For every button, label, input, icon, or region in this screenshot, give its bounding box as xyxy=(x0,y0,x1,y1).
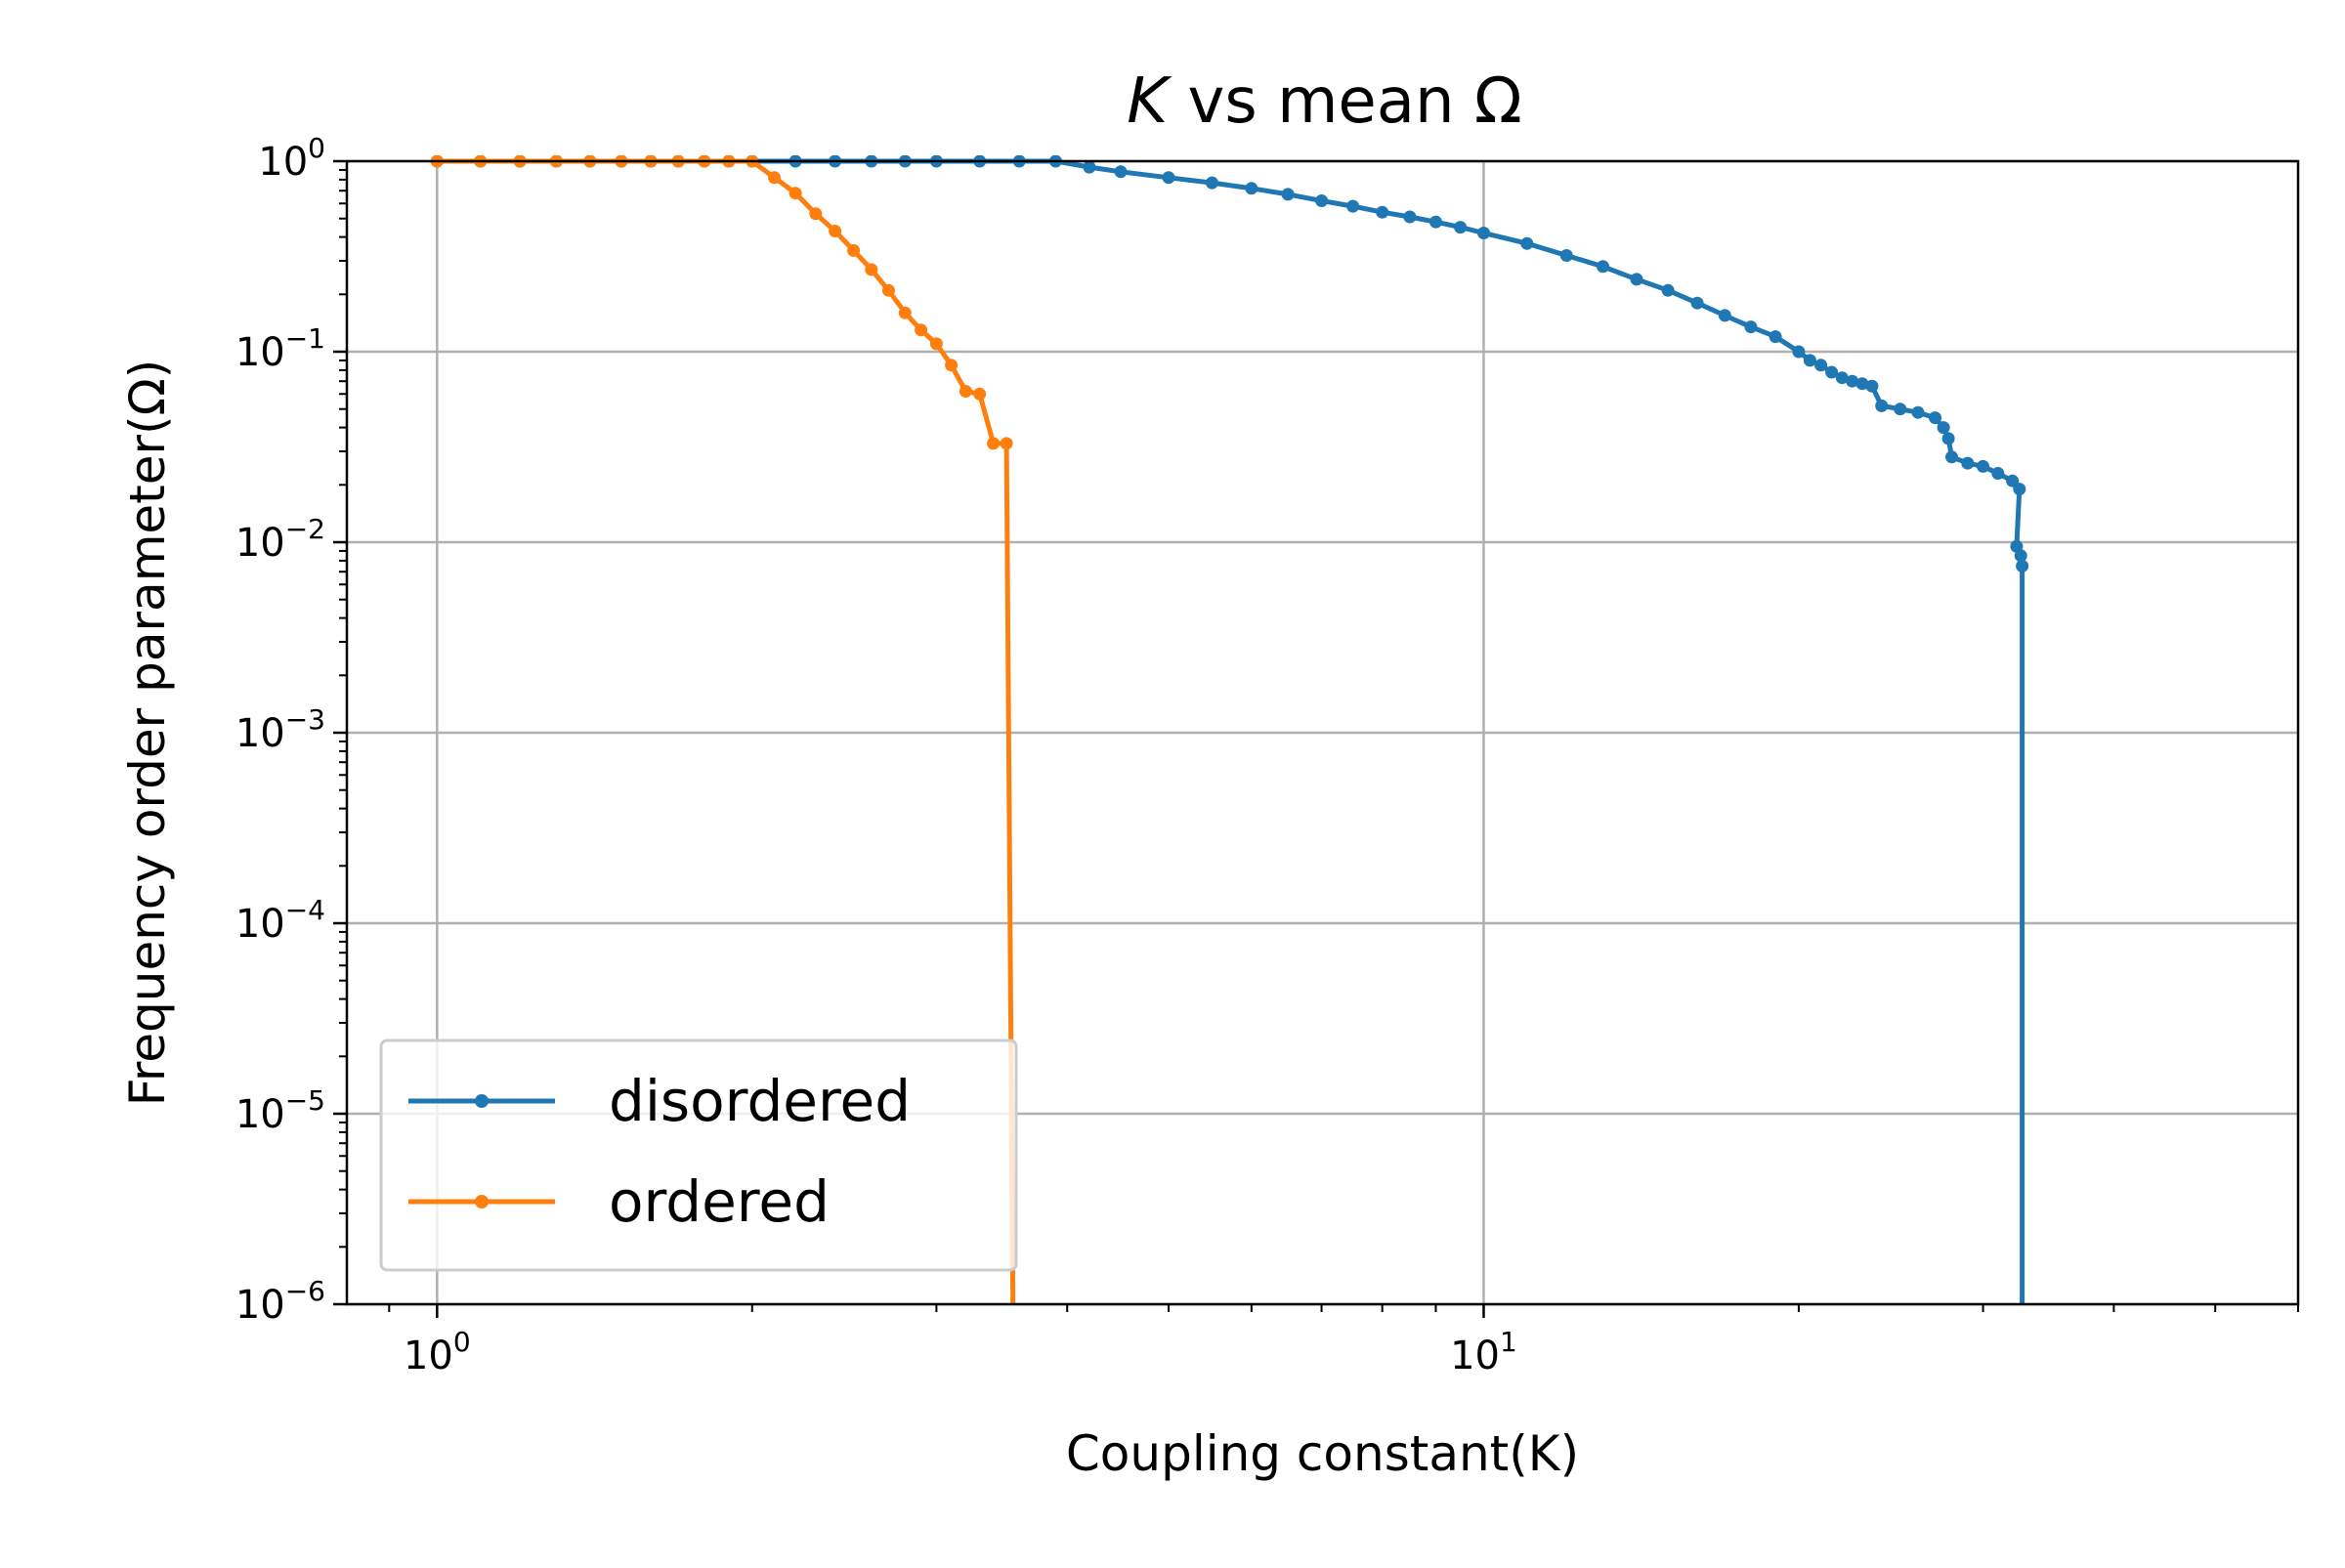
data-point-ordered xyxy=(929,337,943,351)
data-point-disordered xyxy=(1977,459,1989,473)
data-point-disordered xyxy=(1835,371,1849,385)
legend-label-disordered: disordered xyxy=(609,1068,911,1134)
data-point-disordered xyxy=(1281,188,1295,201)
data-point-disordered xyxy=(1792,345,1806,359)
data-point-ordered xyxy=(945,359,959,372)
y-tick-label: 10−2 xyxy=(235,513,325,566)
data-point-disordered xyxy=(1991,467,2005,480)
data-point-disordered xyxy=(1661,283,1675,297)
data-point-disordered xyxy=(2014,549,2027,563)
data-point-disordered xyxy=(1846,374,1859,388)
x-axis-label: Coupling constant(K) xyxy=(1066,1425,1579,1482)
data-point-disordered xyxy=(1245,182,1258,195)
data-point-disordered xyxy=(1454,221,1468,234)
chart-title-rest: vs mean Ω xyxy=(1168,65,1522,138)
data-point-ordered xyxy=(881,283,895,297)
legend-marker-disordered xyxy=(475,1094,489,1108)
y-tick-label: 10−3 xyxy=(235,703,325,756)
chart-legend: disordered ordered xyxy=(379,1038,1018,1272)
y-tick-label: 10−5 xyxy=(235,1084,325,1137)
data-point-ordered xyxy=(1000,437,1013,450)
tick-layer: 100 101 100 10−1 10−2 10−3 10−4 10−5 10−6 xyxy=(235,132,2299,1378)
data-point-ordered xyxy=(987,437,1001,450)
data-point-disordered xyxy=(1744,320,1758,334)
y-tick-label: 10−1 xyxy=(235,322,325,375)
data-point-disordered xyxy=(1814,359,1828,372)
x-tick-label: 100 xyxy=(404,1326,471,1378)
data-point-ordered xyxy=(809,207,823,221)
data-point-ordered xyxy=(973,387,987,401)
data-point-disordered xyxy=(1929,411,1941,425)
data-point-disordered xyxy=(1941,432,1955,445)
data-point-disordered xyxy=(1855,377,1869,391)
chart-title-italic: K xyxy=(1127,65,1172,138)
data-point-ordered xyxy=(959,385,972,398)
data-point-disordered xyxy=(1597,260,1609,274)
data-point-disordered xyxy=(1520,236,1534,250)
legend-label-ordered: ordered xyxy=(609,1168,830,1235)
data-point-disordered xyxy=(1477,227,1490,239)
data-point-ordered xyxy=(915,323,928,337)
data-point-disordered xyxy=(1937,421,1950,435)
data-point-disordered xyxy=(1865,379,1879,393)
data-point-ordered xyxy=(865,263,878,276)
data-point-ordered xyxy=(789,187,802,200)
data-point-disordered xyxy=(1875,399,1889,412)
legend-box xyxy=(379,1038,1018,1272)
data-point-disordered xyxy=(1911,405,1925,419)
data-point-disordered xyxy=(1945,450,1958,464)
data-point-disordered xyxy=(1429,215,1442,229)
data-point-disordered xyxy=(1205,176,1218,190)
legend-marker-ordered xyxy=(475,1195,489,1208)
data-point-disordered xyxy=(1803,354,1816,367)
y-tick-label: 10−4 xyxy=(235,894,325,947)
data-point-disordered xyxy=(1825,365,1839,379)
data-point-disordered xyxy=(1894,403,1907,416)
data-point-disordered xyxy=(1769,330,1782,344)
y-tick-label: 100 xyxy=(258,132,325,185)
data-point-disordered xyxy=(1346,199,1360,213)
data-point-ordered xyxy=(768,171,781,185)
data-point-disordered xyxy=(2016,559,2029,572)
data-point-disordered xyxy=(1083,160,1096,174)
y-tick-label: 10−6 xyxy=(235,1275,325,1328)
data-point-disordered xyxy=(1162,171,1175,185)
chart-title: K vs mean Ω xyxy=(1127,65,1522,138)
data-point-disordered xyxy=(1114,165,1128,179)
data-point-disordered xyxy=(2013,483,2026,496)
data-point-disordered xyxy=(1403,210,1417,224)
data-point-ordered xyxy=(898,306,912,319)
data-point-ordered xyxy=(829,225,842,237)
data-point-disordered xyxy=(1718,309,1731,322)
data-point-disordered xyxy=(1376,205,1389,219)
data-point-disordered xyxy=(1315,194,1329,207)
data-point-disordered xyxy=(1690,296,1704,310)
data-point-disordered xyxy=(1559,249,1573,262)
y-axis-label: Frequency order parameter(Ω) xyxy=(119,360,176,1107)
x-tick-label: 101 xyxy=(1450,1326,1517,1378)
data-point-ordered xyxy=(847,243,861,257)
data-point-disordered xyxy=(1630,273,1643,286)
data-point-disordered xyxy=(1961,456,1975,470)
